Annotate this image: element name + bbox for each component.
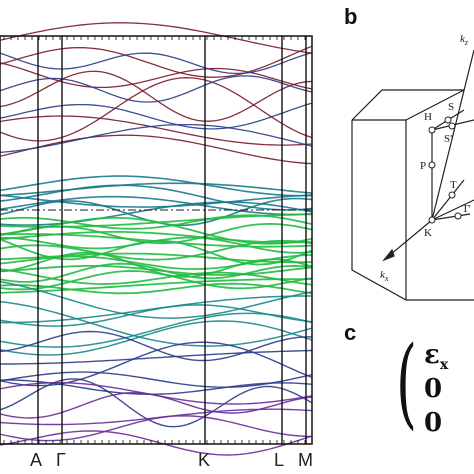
band-line — [0, 239, 313, 261]
band-line — [0, 320, 313, 356]
point-s-prime-marker — [448, 122, 456, 130]
band-line — [0, 254, 313, 270]
band-line — [0, 115, 313, 146]
band-line — [0, 312, 313, 348]
kx-axis-label: kx — [380, 269, 389, 283]
point-p-label: P — [420, 160, 426, 172]
bz-line-kt — [431, 179, 465, 221]
band-line — [0, 216, 313, 245]
band-line — [0, 45, 313, 78]
point-s-label: S — [448, 101, 454, 113]
point-t-marker — [448, 191, 456, 199]
band-line — [0, 195, 313, 216]
point-t-label: T — [450, 179, 457, 191]
bz-line-k-right — [431, 199, 474, 221]
band-line — [0, 265, 313, 276]
dielectric-tensor-matrix: ( εx 0 0 — [396, 334, 474, 438]
point-s-prime-label: S' — [444, 133, 452, 145]
bz-top-right-edge — [405, 89, 465, 121]
band-line — [0, 280, 313, 319]
band-line — [0, 430, 313, 456]
point-h-marker — [428, 126, 436, 134]
kpoint-label-a: A — [30, 450, 42, 470]
band-line — [0, 330, 312, 362]
point-t-prime-label: T' — [462, 203, 471, 215]
band-line — [0, 222, 313, 245]
kz-axis — [431, 49, 474, 221]
bz-top-edge — [351, 89, 464, 121]
point-h-label: H — [424, 111, 432, 123]
matrix-entry-zero-1: 0 — [424, 374, 443, 404]
band-line — [0, 77, 313, 142]
band-line — [0, 270, 313, 291]
brillouin-zone-diagram: H S S' P T T' K kx kz — [351, 33, 474, 301]
bz-front-edge — [351, 120, 474, 301]
band-line — [0, 175, 313, 197]
band-line — [0, 371, 313, 388]
band-line — [0, 102, 313, 130]
band-line — [0, 251, 313, 278]
matrix-entry-epsilon-x: εx — [424, 340, 449, 374]
band-line — [0, 194, 313, 208]
matrix-left-paren: ( — [396, 326, 418, 440]
band-line — [0, 341, 313, 387]
band-line — [0, 201, 313, 226]
point-k-label: K — [424, 227, 432, 239]
band-line — [0, 300, 313, 347]
point-t-prime-marker — [454, 212, 462, 220]
bz-line-kt-prime — [431, 213, 471, 221]
band-line — [0, 75, 313, 103]
kx-arrow — [382, 248, 395, 262]
band-line — [0, 22, 313, 54]
panel-label-b: b — [344, 4, 358, 29]
band-line — [0, 134, 313, 165]
band-line — [0, 214, 313, 230]
band-line — [0, 123, 313, 154]
band-line — [0, 268, 313, 286]
kpoint-label-gamma: Γ — [56, 450, 66, 470]
band-line — [0, 415, 313, 442]
band-line — [0, 282, 313, 295]
band-line — [0, 182, 313, 197]
plot-frame — [0, 35, 313, 445]
point-p-marker — [428, 161, 436, 169]
matrix-entry-zero-2: 0 — [424, 408, 443, 438]
kpoint-label-l: L — [274, 450, 284, 470]
kpoint-label-k: K — [198, 450, 210, 470]
band-line — [0, 278, 313, 294]
point-k-marker — [428, 216, 436, 224]
band-line — [0, 391, 313, 419]
band-line — [0, 52, 313, 75]
band-line — [0, 184, 313, 211]
band-line — [0, 304, 313, 327]
kz-axis-label: kz — [460, 33, 469, 47]
kpoint-label-m: M — [298, 450, 313, 470]
panel-label-c: c — [344, 320, 357, 345]
band-line — [0, 70, 313, 122]
point-s-marker — [444, 116, 452, 124]
band-line — [0, 349, 313, 365]
